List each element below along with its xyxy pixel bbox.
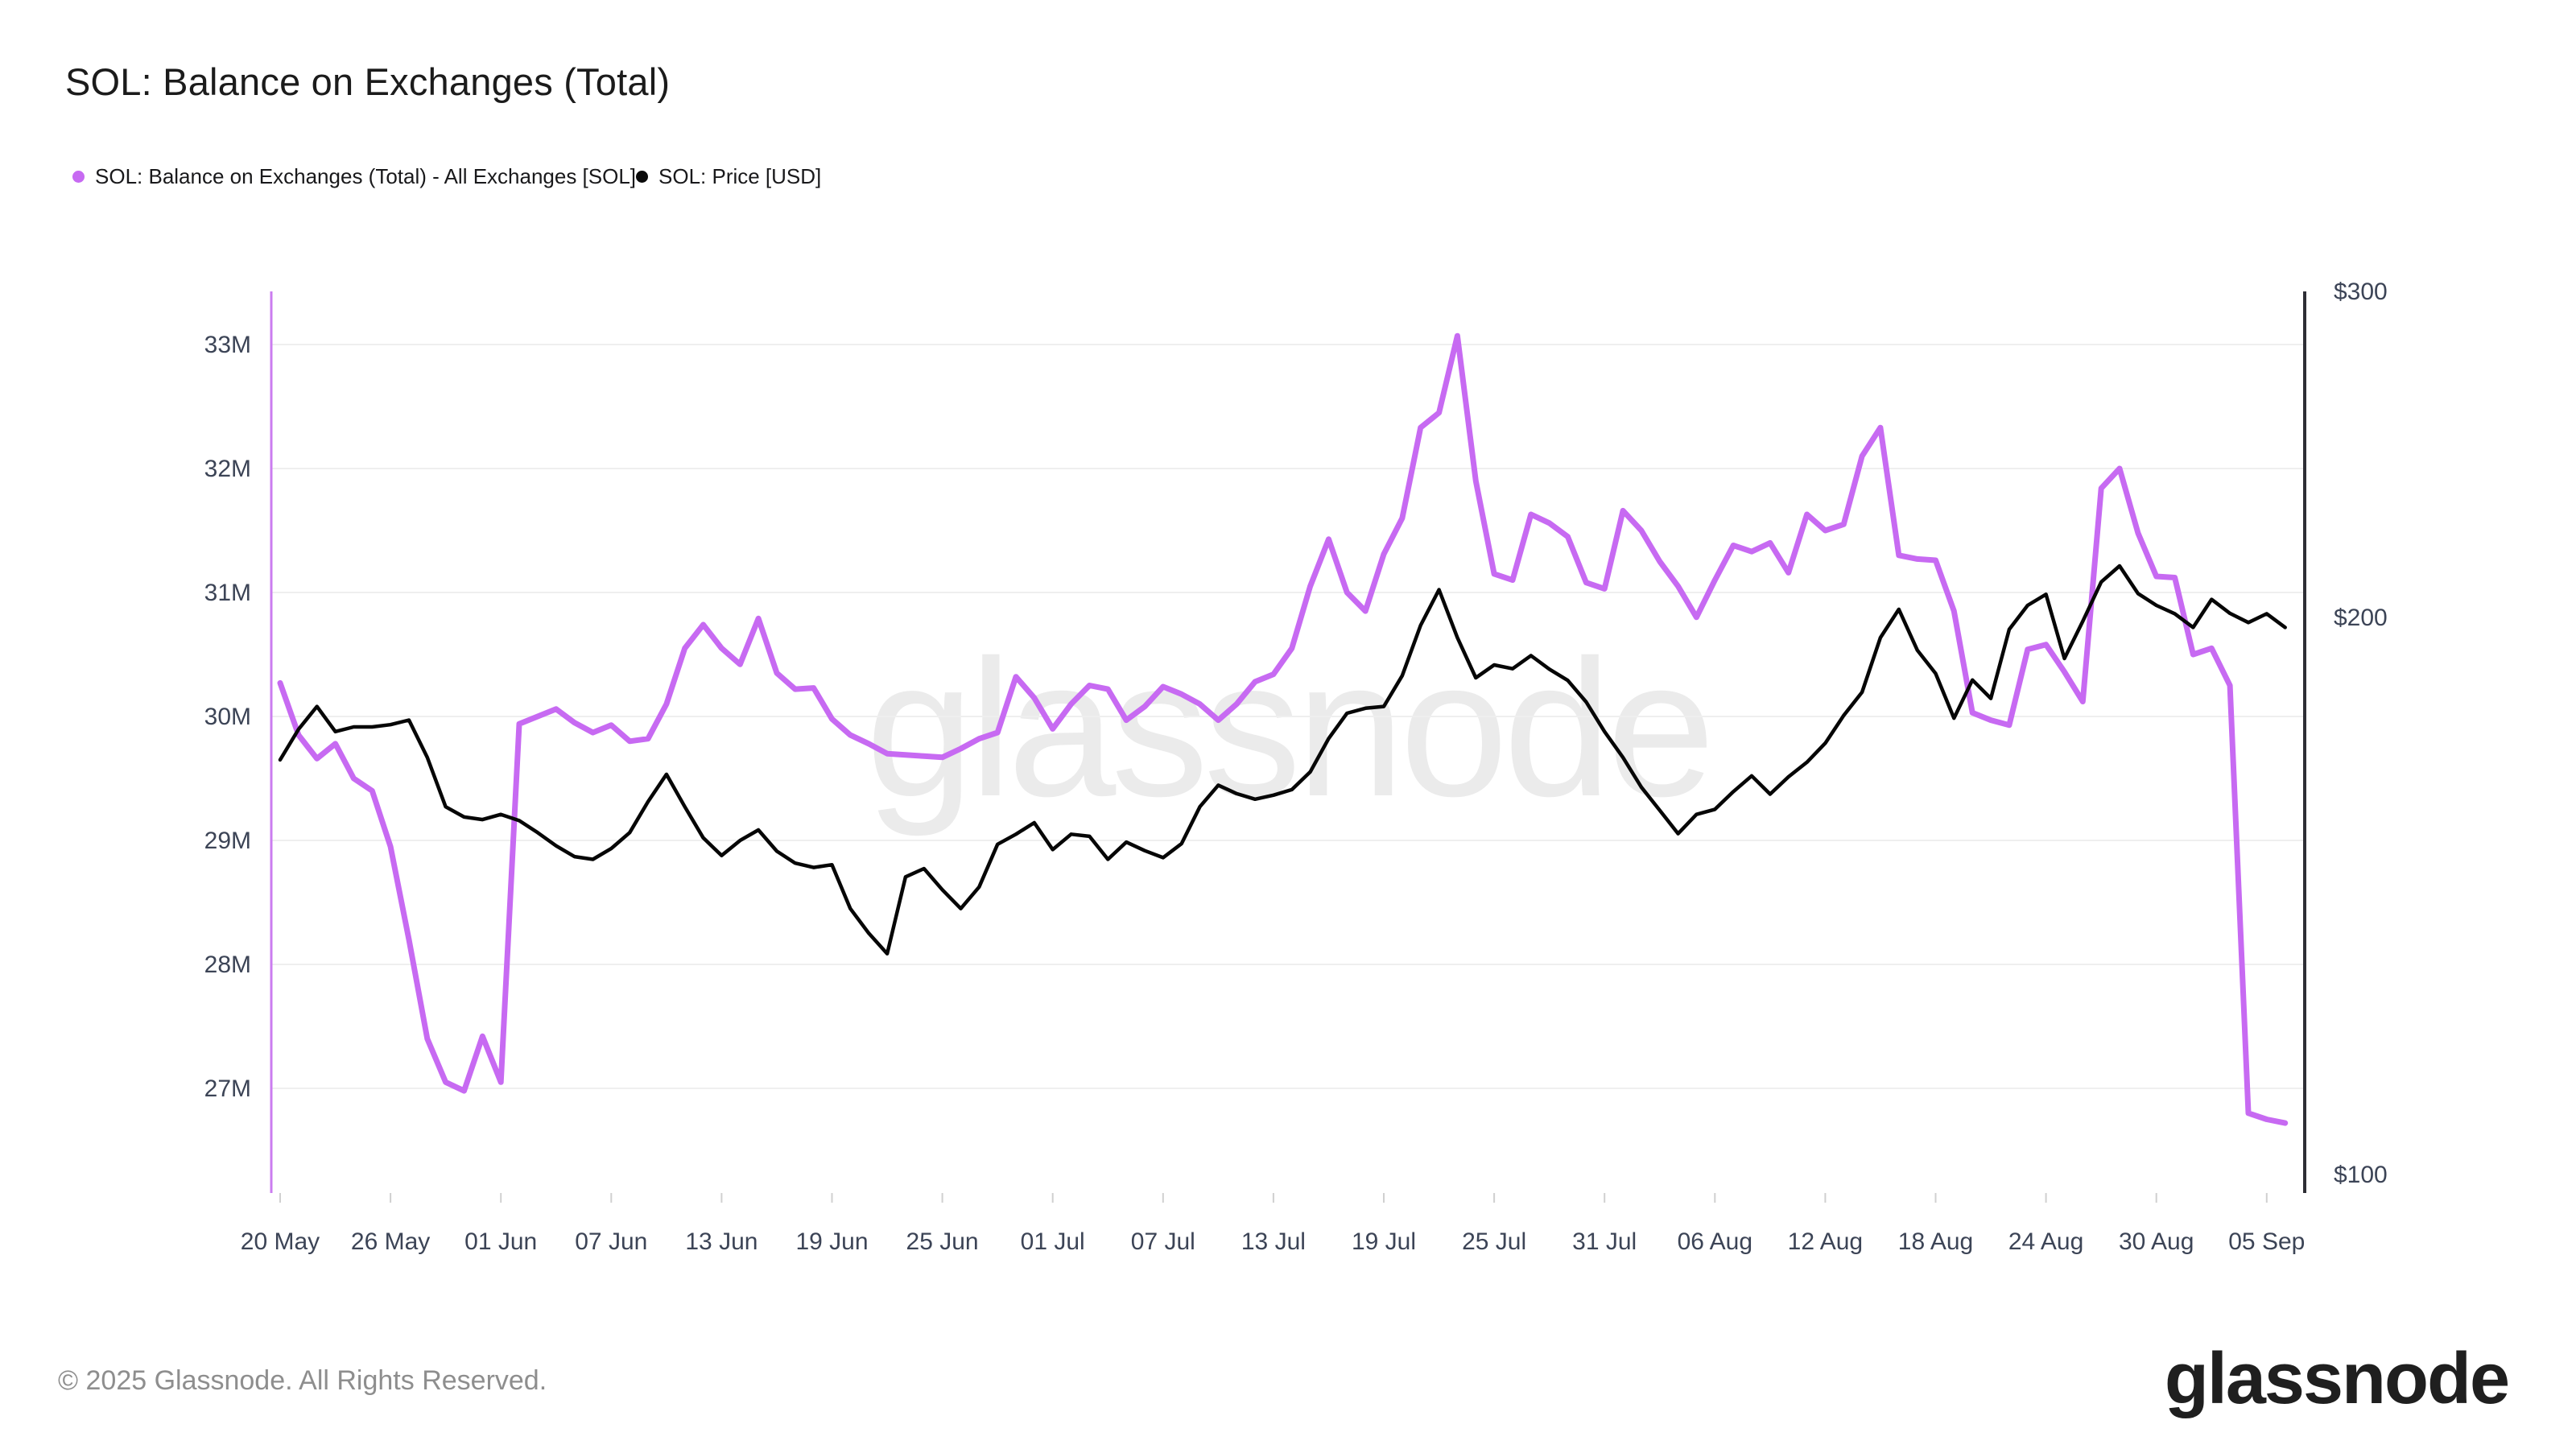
left-axis-label-31M: 31M	[204, 580, 251, 606]
date-label-31 Jul: 31 Jul	[1572, 1228, 1637, 1255]
glassnode-logo[interactable]: glassnode	[2164, 1339, 2510, 1419]
plot-area[interactable]	[271, 291, 2305, 1193]
page-title: SOL: Balance on Exchanges (Total)	[65, 60, 671, 103]
date-label-05 Sep: 05 Sep	[2228, 1228, 2305, 1255]
date-label-19 Jun: 19 Jun	[795, 1228, 868, 1255]
date-label-07 Jul: 07 Jul	[1131, 1228, 1195, 1255]
date-label-25 Jun: 25 Jun	[906, 1228, 979, 1255]
date-label-06 Aug: 06 Aug	[1678, 1228, 1752, 1255]
legend-item-price[interactable]: SOL: Price [USD]	[636, 161, 821, 192]
right-axis-label-$100: $100	[2334, 1162, 2388, 1188]
right-axis-label-$300: $300	[2334, 279, 2388, 305]
price-series-line[interactable]	[278, 564, 2287, 956]
left-axis-label-30M: 30M	[204, 704, 251, 730]
left-axis-label-28M: 28M	[204, 952, 251, 978]
legend-label-balance: SOL: Balance on Exchanges (Total) - All …	[95, 163, 637, 188]
balance-series-dot-icon	[72, 170, 85, 183]
date-label-01 Jul: 01 Jul	[1021, 1228, 1085, 1255]
legend-item-balance[interactable]: SOL: Balance on Exchanges (Total) - All …	[72, 161, 636, 192]
price-series-dot-icon	[636, 170, 648, 183]
date-label-25 Jul: 25 Jul	[1462, 1228, 1526, 1255]
left-axis-label-32M: 32M	[204, 456, 251, 482]
legend-label-price: SOL: Price [USD]	[658, 163, 822, 188]
gridlines-group	[271, 344, 2305, 1203]
axis-labels-group: 33M 32M 31M 30M 29M 28M 27M $300 $200 $100 20 May 2…	[204, 279, 2388, 1255]
right-axis-label-$200: $200	[2334, 605, 2388, 631]
date-label-20 May: 20 May	[241, 1228, 320, 1255]
date-label-07 Jun: 07 Jun	[575, 1228, 647, 1255]
date-label-19 Jul: 19 Jul	[1352, 1228, 1416, 1255]
watermark-glassnode: glassnode	[865, 620, 1710, 837]
date-label-01 Jun: 01 Jun	[464, 1228, 537, 1255]
date-label-13 Jun: 13 Jun	[685, 1228, 758, 1255]
left-axis-label-29M: 29M	[204, 828, 251, 854]
date-label-13 Jul: 13 Jul	[1241, 1228, 1306, 1255]
date-label-24 Aug: 24 Aug	[2008, 1228, 2083, 1255]
balance-series-line[interactable]	[277, 332, 2289, 1126]
date-label-30 Aug: 30 Aug	[2119, 1228, 2194, 1255]
date-label-18 Aug: 18 Aug	[1898, 1228, 1973, 1255]
date-label-12 Aug: 12 Aug	[1788, 1228, 1863, 1255]
left-axis-label-27M: 27M	[204, 1075, 251, 1102]
copyright-text: © 2025 Glassnode. All Rights Reserved.	[58, 1365, 547, 1396]
date-label-26 May: 26 May	[351, 1228, 430, 1255]
left-axis-label-33M: 33M	[204, 332, 251, 358]
